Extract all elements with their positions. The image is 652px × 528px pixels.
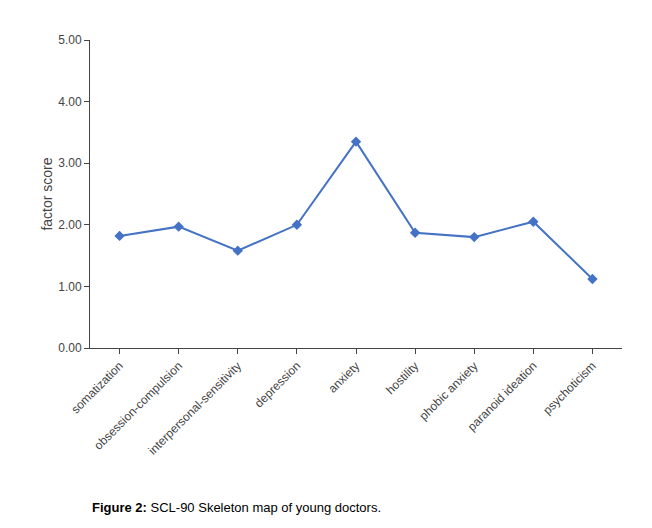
svg-text:4.00: 4.00 bbox=[58, 95, 82, 109]
svg-text:3.00: 3.00 bbox=[58, 156, 82, 170]
svg-text:factor score: factor score bbox=[39, 157, 55, 230]
svg-text:5.00: 5.00 bbox=[58, 33, 82, 47]
svg-text:phobic anxiety: phobic anxiety bbox=[416, 359, 480, 423]
svg-text:anxiety: anxiety bbox=[326, 359, 363, 396]
svg-text:depression: depression bbox=[252, 359, 303, 410]
svg-text:somatization: somatization bbox=[68, 359, 126, 417]
svg-text:0.00: 0.00 bbox=[58, 341, 82, 355]
svg-text:1.00: 1.00 bbox=[58, 280, 82, 294]
svg-text:2.00: 2.00 bbox=[58, 218, 82, 232]
svg-text:obsession-compulsion: obsession-compulsion bbox=[91, 359, 185, 453]
svg-text:psychoticism: psychoticism bbox=[540, 359, 598, 417]
svg-text:interpersonal-sensitivity: interpersonal-sensitivity bbox=[146, 359, 245, 458]
svg-text:Figure 2: SCL-90 Skeleton map: Figure 2: SCL-90 Skeleton map of young d… bbox=[92, 500, 381, 515]
svg-text:hostility: hostility bbox=[383, 359, 421, 397]
svg-text:paranoid ideation: paranoid ideation bbox=[465, 359, 540, 434]
